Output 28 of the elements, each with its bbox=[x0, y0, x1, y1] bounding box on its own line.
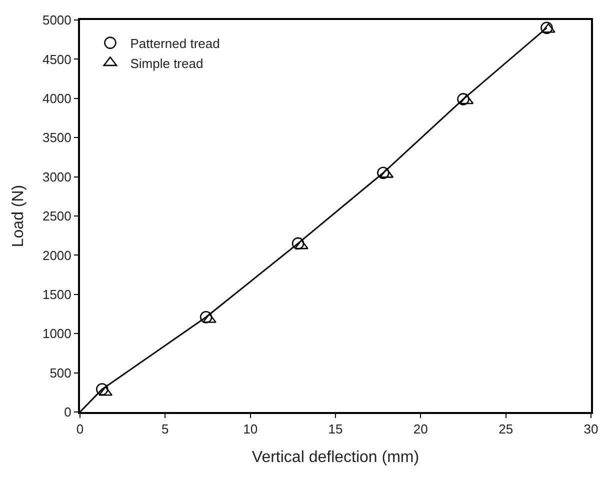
point bbox=[377, 166, 390, 180]
x-tick-label: 15 bbox=[328, 422, 343, 437]
x-tick-label: 30 bbox=[584, 422, 598, 437]
x-tick-label: 0 bbox=[76, 422, 84, 437]
y-tick-label: 4000 bbox=[42, 90, 72, 106]
y-tick-label: 500 bbox=[50, 365, 72, 380]
y-tick-label: 1500 bbox=[42, 286, 72, 302]
point bbox=[457, 93, 470, 106]
point bbox=[96, 383, 108, 396]
point bbox=[292, 237, 304, 250]
y-tick-label: 2500 bbox=[42, 208, 72, 224]
y-axis-title: Load (N) bbox=[10, 184, 27, 248]
point bbox=[540, 22, 553, 34]
x-tick-label: 25 bbox=[498, 422, 514, 437]
y-tick-label: 2000 bbox=[42, 248, 72, 263]
x-tick-label: 5 bbox=[162, 422, 169, 437]
x-tick-label: 10 bbox=[243, 422, 258, 437]
x-axis-title: Vertical deflection (mm) bbox=[252, 448, 420, 466]
y-tick-label: 5000 bbox=[42, 12, 72, 28]
legend-label: Simple tread bbox=[130, 56, 204, 71]
point bbox=[200, 310, 212, 324]
y-tick-label: 3000 bbox=[42, 169, 72, 184]
y-tick-label: 0 bbox=[64, 404, 72, 420]
legend-label: Patterned tread bbox=[130, 36, 220, 51]
x-tick-label: 20 bbox=[413, 422, 428, 437]
y-tick-label: 3500 bbox=[42, 130, 72, 146]
y-tick-label: 1000 bbox=[42, 326, 72, 342]
y-tick-label: 4500 bbox=[42, 52, 72, 67]
